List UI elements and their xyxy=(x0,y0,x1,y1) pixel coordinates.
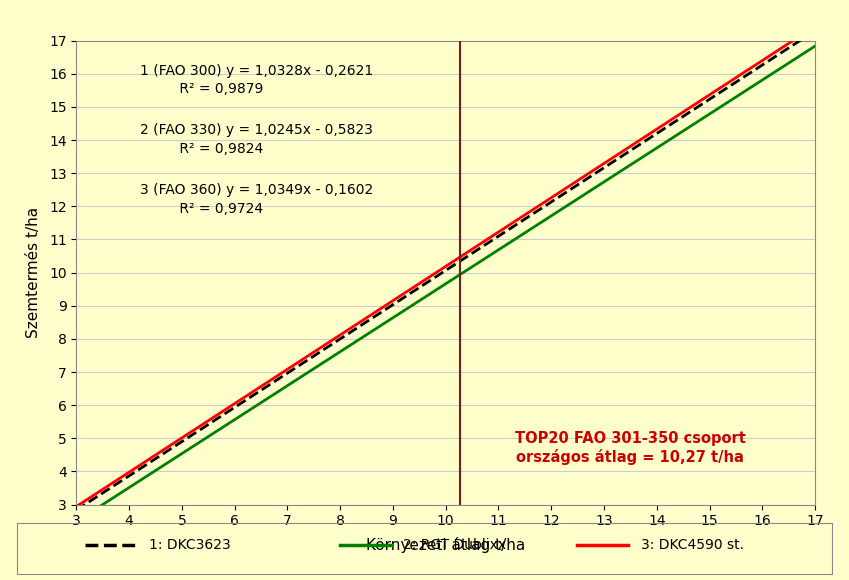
3: DKC4590 st.: (17, 17.4): DKC4590 st.: (17, 17.4) xyxy=(810,23,820,30)
1: DKC3623: (10.6, 10.7): DKC3623: (10.6, 10.7) xyxy=(471,247,481,254)
2: RGT Dublixx: (14.5, 14.2): RGT Dublixx: (14.5, 14.2) xyxy=(677,128,687,135)
3: DKC4590 st.: (16.7, 17.1): DKC4590 st.: (16.7, 17.1) xyxy=(792,34,802,41)
2: RGT Dublixx: (17, 16.8): RGT Dublixx: (17, 16.8) xyxy=(810,42,820,49)
1: DKC3623: (9.73, 9.79): DKC3623: (9.73, 9.79) xyxy=(426,276,436,283)
Line: 3: DKC4590 st.: 3: DKC4590 st. xyxy=(76,26,815,506)
1: DKC3623: (11.3, 11.4): DKC3623: (11.3, 11.4) xyxy=(511,222,521,229)
1: DKC3623: (9.65, 9.7): DKC3623: (9.65, 9.7) xyxy=(422,279,432,286)
3: DKC4590 st.: (11.3, 11.6): DKC4590 st.: (11.3, 11.6) xyxy=(511,217,521,224)
1: DKC3623: (3, 2.84): DKC3623: (3, 2.84) xyxy=(71,506,82,513)
Text: 2: RGT Dublixx: 2: RGT Dublixx xyxy=(403,538,506,552)
Y-axis label: Szemtermés t/ha: Szemtermés t/ha xyxy=(25,207,41,338)
1: DKC3623: (16.7, 16.9): DKC3623: (16.7, 16.9) xyxy=(792,39,802,46)
1: DKC3623: (17, 17.3): DKC3623: (17, 17.3) xyxy=(810,27,820,34)
3: DKC4590 st.: (9.73, 9.91): DKC4590 st.: (9.73, 9.91) xyxy=(426,272,436,279)
Text: 3 (FAO 360) y = 1,0349x - 0,1602
         R² = 0,9724: 3 (FAO 360) y = 1,0349x - 0,1602 R² = 0,… xyxy=(140,183,373,216)
Text: 2 (FAO 330) y = 1,0245x - 0,5823
         R² = 0,9824: 2 (FAO 330) y = 1,0245x - 0,5823 R² = 0,… xyxy=(140,124,373,156)
2: RGT Dublixx: (16.7, 16.5): RGT Dublixx: (16.7, 16.5) xyxy=(792,54,802,61)
X-axis label: Környezeti átlag t/ha: Környezeti átlag t/ha xyxy=(366,536,526,553)
3: DKC4590 st.: (3, 2.94): DKC4590 st.: (3, 2.94) xyxy=(71,503,82,510)
2: RGT Dublixx: (3, 2.49): RGT Dublixx: (3, 2.49) xyxy=(71,518,82,525)
1: DKC3623: (14.5, 14.7): DKC3623: (14.5, 14.7) xyxy=(677,114,687,121)
Text: 1 (FAO 300) y = 1,0328x - 0,2621
         R² = 0,9879: 1 (FAO 300) y = 1,0328x - 0,2621 R² = 0,… xyxy=(140,64,373,96)
Line: 1: DKC3623: 1: DKC3623 xyxy=(76,31,815,510)
2: RGT Dublixx: (10.6, 10.3): RGT Dublixx: (10.6, 10.3) xyxy=(471,261,481,268)
Text: 3: DKC4590 st.: 3: DKC4590 st. xyxy=(641,538,744,552)
Text: TOP20 FAO 301-350 csoport
országos átlag = 10,27 t/ha: TOP20 FAO 301-350 csoport országos átlag… xyxy=(515,432,745,465)
Line: 2: RGT Dublixx: 2: RGT Dublixx xyxy=(76,46,815,521)
3: DKC4590 st.: (10.6, 10.8): DKC4590 st.: (10.6, 10.8) xyxy=(471,243,481,250)
2: RGT Dublixx: (9.65, 9.3): RGT Dublixx: (9.65, 9.3) xyxy=(422,292,432,299)
3: DKC4590 st.: (14.5, 14.8): DKC4590 st.: (14.5, 14.8) xyxy=(677,110,687,117)
2: RGT Dublixx: (9.73, 9.39): RGT Dublixx: (9.73, 9.39) xyxy=(426,289,436,296)
2: RGT Dublixx: (11.3, 11): RGT Dublixx: (11.3, 11) xyxy=(511,235,521,242)
3: DKC4590 st.: (9.65, 9.83): DKC4590 st.: (9.65, 9.83) xyxy=(422,275,432,282)
Text: 1: DKC3623: 1: DKC3623 xyxy=(149,538,230,552)
